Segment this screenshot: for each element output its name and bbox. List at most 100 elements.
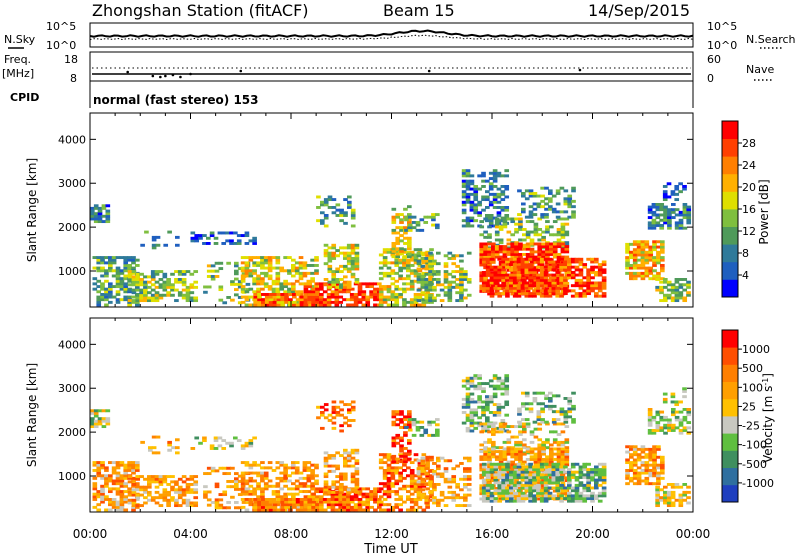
heatmap-cell [307,282,313,286]
heatmap-cell [413,269,419,273]
heatmap-cell [479,455,485,459]
heatmap-cell [334,508,340,512]
heatmap-cell [547,284,553,288]
heatmap-cell [354,267,360,271]
heatmap-cell [257,300,262,304]
heatmap-cell [570,289,576,293]
heatmap-cell [284,503,289,507]
heatmap-cell [463,483,468,486]
heatmap-cell [549,276,554,280]
heatmap-cell [594,497,599,501]
heatmap-cell [143,501,148,505]
heatmap-cell [139,296,144,300]
heatmap-cell [104,484,109,488]
heatmap-cell [552,220,558,224]
heatmap-cell [541,245,546,249]
heatmap-cell [314,474,319,478]
heatmap-cell [425,461,430,465]
heatmap-cell [417,293,423,296]
heatmap-cell [496,384,502,388]
heatmap-cell [272,505,278,509]
heatmap-cell [667,213,672,217]
heatmap-cell [563,189,569,193]
heatmap-cell [346,251,352,255]
heatmap-cell [108,498,113,501]
heatmap-cell [131,258,136,262]
heatmap-cell [248,256,254,260]
heatmap-cell [382,264,388,267]
heatmap-cell [390,293,396,296]
heatmap-cell [567,407,573,411]
heatmap-cell [193,475,199,479]
heatmap-cell [559,494,564,498]
heatmap-cell [545,268,550,272]
heatmap-cell [264,298,270,302]
heatmap-cell [315,495,320,499]
heatmap-cell [528,489,533,493]
heatmap-cell [174,498,179,502]
heatmap-cell [559,276,564,280]
heatmap-cell [686,283,691,287]
heatmap-cell [276,293,282,296]
heatmap-cell [487,430,492,434]
heatmap-cell [135,466,140,470]
heatmap-cell [115,290,121,294]
heatmap-cell [483,422,488,426]
heatmap-cell [563,268,568,272]
heatmap-cell [451,480,457,484]
heatmap-cell [510,468,516,472]
heatmap-cell [537,263,543,267]
heatmap-cell [551,292,557,296]
heatmap-cell [283,474,288,478]
heatmap-cell [560,460,566,464]
heatmap-cell [346,500,351,504]
heatmap-cell [177,291,183,295]
colorbar-swatch [722,191,738,210]
heatmap-cell [465,395,471,399]
heatmap-cell [327,464,333,468]
heatmap-cell [556,455,562,459]
heatmap-cell [230,485,235,489]
heatmap-cell [463,278,468,281]
heatmap-cell [288,500,293,504]
heatmap-cell [674,208,680,212]
heatmap-cell [479,497,485,501]
heatmap-cell [97,217,103,221]
heatmap-cell [349,498,355,501]
heatmap-cell [323,408,329,412]
heatmap-cell [398,453,403,457]
heatmap-cell [483,279,488,283]
heatmap-cell [283,463,288,467]
heatmap-cell [194,234,200,238]
heatmap-cell [409,279,415,283]
heatmap-cell [298,266,304,270]
heatmap-cell [291,482,296,486]
heatmap-cell [292,303,297,307]
heatmap-cell [590,281,595,285]
heatmap-cell [564,271,570,275]
heatmap-cell [469,219,475,223]
heatmap-cell [97,212,103,216]
heatmap-cell [536,410,542,414]
heatmap-cell [512,273,518,277]
heatmap-cell [644,266,650,270]
heatmap-cell [489,260,495,264]
heatmap-cell [311,500,316,504]
heatmap-cell [525,458,531,461]
heatmap-cell [543,265,549,269]
heatmap-cell [494,225,500,229]
heatmap-cell [659,213,665,217]
heatmap-cell [271,287,277,291]
heatmap-cell [518,452,523,456]
heatmap-cell [283,290,288,294]
heatmap-cell [525,425,531,429]
heatmap-cell [560,430,566,434]
heatmap-cell [539,473,545,477]
heatmap-cell [131,508,136,512]
heatmap-cell [100,269,105,273]
heatmap-cell [647,210,653,214]
heatmap-cell [524,286,530,290]
heatmap-cell [104,495,109,499]
heatmap-cell [399,226,404,230]
heatmap-cell [303,285,309,289]
